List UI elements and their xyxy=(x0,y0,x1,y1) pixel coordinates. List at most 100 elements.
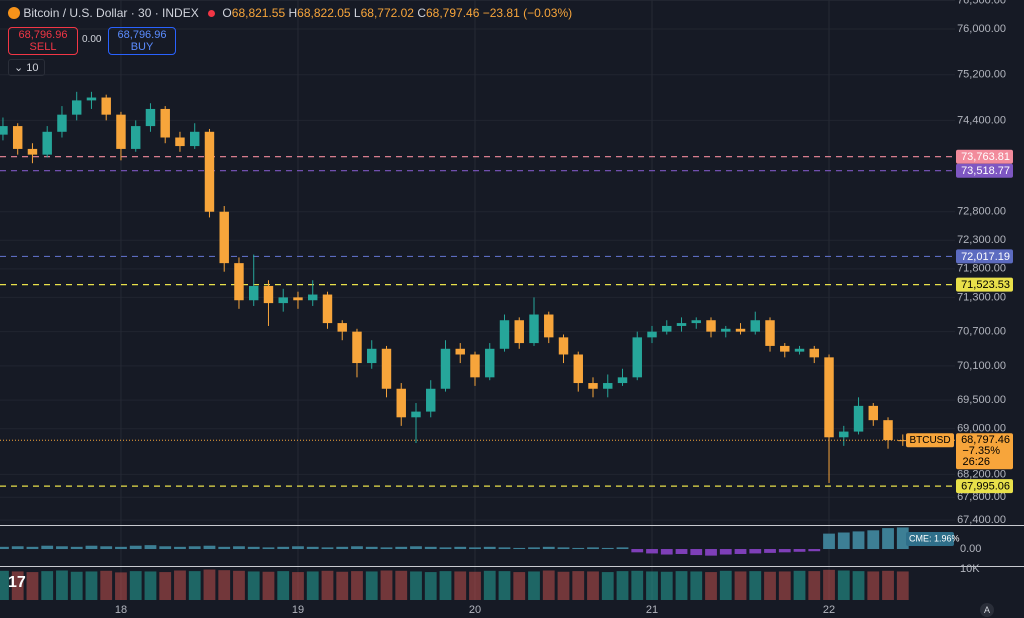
cme-bar xyxy=(70,546,83,550)
x-tick-label: 19 xyxy=(292,604,304,616)
candle-body xyxy=(691,320,701,324)
volume-bar xyxy=(764,571,776,600)
last-change-label: −7.35% xyxy=(962,445,1000,457)
volume-bar xyxy=(498,571,511,600)
ohlc-value: 68,822.05 xyxy=(297,6,351,20)
candle-body xyxy=(130,126,141,149)
y-tick-label: 69,500.00 xyxy=(957,394,1006,406)
candle-body xyxy=(632,337,642,378)
cme-bar xyxy=(395,546,408,550)
cme-bar xyxy=(483,546,496,550)
status-dot xyxy=(208,10,216,17)
volume-bar xyxy=(395,570,408,600)
volume-bar xyxy=(675,571,688,600)
volume-bar xyxy=(734,571,747,600)
cme-bar xyxy=(557,547,570,550)
cme-bar xyxy=(424,546,437,550)
volume-bar xyxy=(100,570,113,600)
cme-bar xyxy=(129,545,142,550)
cme-bar xyxy=(734,549,747,554)
volume-bar xyxy=(778,571,791,600)
candle-body xyxy=(868,405,878,421)
volume-bar xyxy=(56,570,68,600)
auto-scale-button[interactable]: A xyxy=(980,603,994,617)
volume-bar xyxy=(159,572,172,600)
volume-bar xyxy=(174,570,186,600)
candle-body xyxy=(101,97,111,115)
volume-bar xyxy=(557,571,570,600)
candle-body xyxy=(809,348,819,358)
candle-body xyxy=(249,285,259,301)
level-label: 67,995.06 xyxy=(961,481,1010,493)
candle-body xyxy=(499,320,510,349)
volume-bar xyxy=(867,571,880,600)
candle-body xyxy=(293,297,303,301)
cme-bar xyxy=(277,546,290,550)
volume-bar xyxy=(262,571,275,600)
candle-body xyxy=(824,357,834,438)
volume-bar xyxy=(351,571,363,600)
candle-body xyxy=(662,325,672,332)
ohlc-value: 68,797.46 xyxy=(426,6,480,20)
volume-bar xyxy=(203,569,216,600)
symbol-label: BTCUSD xyxy=(909,435,950,446)
ohlc-key: H xyxy=(288,6,298,20)
cme-bar xyxy=(616,547,629,550)
volume-bar xyxy=(528,571,540,600)
volume-bar xyxy=(218,570,231,600)
volume-bar xyxy=(852,571,865,600)
volume-bar xyxy=(823,569,835,600)
volume-tick-label: 10K xyxy=(960,563,980,575)
volume-bar xyxy=(277,571,290,600)
volume-bar xyxy=(896,571,909,600)
symbol-title: Bitcoin / U.S. Dollar · 30 · INDEX xyxy=(23,6,199,20)
cme-bar xyxy=(11,546,24,550)
cme-tick-label: 0.00 xyxy=(960,543,981,555)
y-tick-label: 76,000.00 xyxy=(957,23,1006,35)
cme-bar xyxy=(262,547,275,550)
cme-bar xyxy=(454,546,467,550)
cme-bar xyxy=(247,546,260,550)
cme-bar xyxy=(218,546,231,550)
x-tick-label: 20 xyxy=(469,604,481,616)
candle-body xyxy=(573,354,583,384)
candle-body xyxy=(794,348,805,352)
candle-body xyxy=(411,411,421,418)
volume-bar xyxy=(616,571,629,600)
level-label: 72,017.19 xyxy=(961,251,1010,263)
ohlc-key: O xyxy=(222,6,232,20)
indicator-count: 10 xyxy=(26,62,39,74)
sell-button[interactable]: 68,796.96 SELL xyxy=(8,27,78,55)
coin-icon xyxy=(8,7,20,19)
cme-bar xyxy=(808,549,821,552)
cme-bar xyxy=(513,547,526,550)
buy-button[interactable]: 68,796.96 BUY xyxy=(108,27,176,55)
volume-bar xyxy=(631,570,644,600)
candle-body xyxy=(381,348,392,389)
volume-bar xyxy=(513,572,526,600)
candle-body xyxy=(204,131,215,212)
volume-bar xyxy=(70,571,83,600)
cme-bar xyxy=(292,546,304,550)
candle-body xyxy=(352,331,362,364)
cme-bar xyxy=(321,547,334,550)
volume-bar xyxy=(233,570,245,600)
logo: 17 xyxy=(8,574,26,591)
spread: 0.00 xyxy=(82,34,102,45)
y-tick-label: 68,200.00 xyxy=(957,468,1006,480)
candle-body xyxy=(558,337,569,355)
volume-bar xyxy=(572,571,585,600)
volume-bar xyxy=(410,571,422,600)
y-tick-label: 67,400.00 xyxy=(957,514,1006,526)
cme-bar xyxy=(896,527,909,550)
candle-body xyxy=(898,440,908,442)
cme-label-box xyxy=(906,532,954,546)
y-tick-label: 71,300.00 xyxy=(957,291,1006,303)
volume-bar xyxy=(454,571,467,600)
y-tick-label: 76,500.00 xyxy=(957,0,1006,6)
volume-bar xyxy=(129,571,142,600)
candle-body xyxy=(42,131,52,155)
indicator-toggle[interactable]: ⌄ 10 xyxy=(8,59,45,76)
